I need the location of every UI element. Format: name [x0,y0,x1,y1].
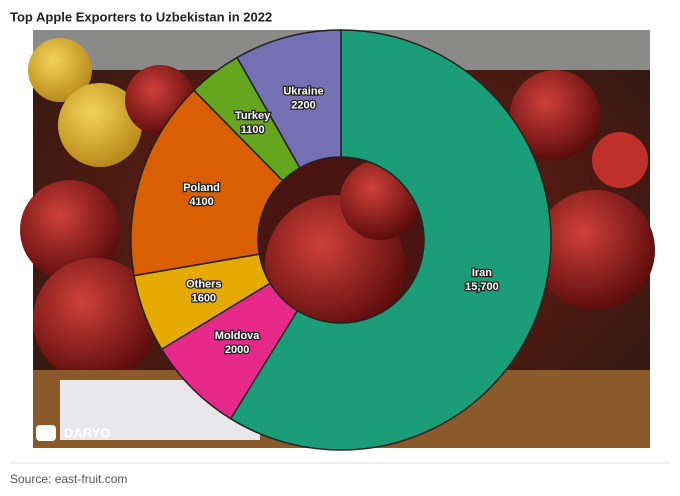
value-label: 4100 [189,196,213,208]
photo-inner [258,157,424,335]
chart-title: Top Apple Exporters to Uzbekistan in 202… [10,9,272,24]
slice-label: Iran [472,267,492,279]
watermark-text: DARYO [64,425,110,440]
slice-label: Turkey [235,110,271,122]
value-label: 1100 [241,124,265,136]
slice-label: Ukraine [283,85,323,97]
slice [236,29,342,169]
value-label: 2000 [225,344,249,356]
donut: Iran 15,700 Moldova 2000 Others 1600 Poland 410… [130,29,552,451]
slice-label: Moldova [215,330,260,342]
slice-label: Poland [183,182,220,194]
value-label: 1600 [192,292,216,304]
value-label: 15,700 [465,281,499,293]
slice-label: Others [186,278,221,290]
value-label: 2200 [291,99,315,111]
slice [130,89,284,277]
slice [229,29,552,451]
source: Source: east-fruit.com [10,472,127,486]
watermark: DARYO [36,425,110,441]
